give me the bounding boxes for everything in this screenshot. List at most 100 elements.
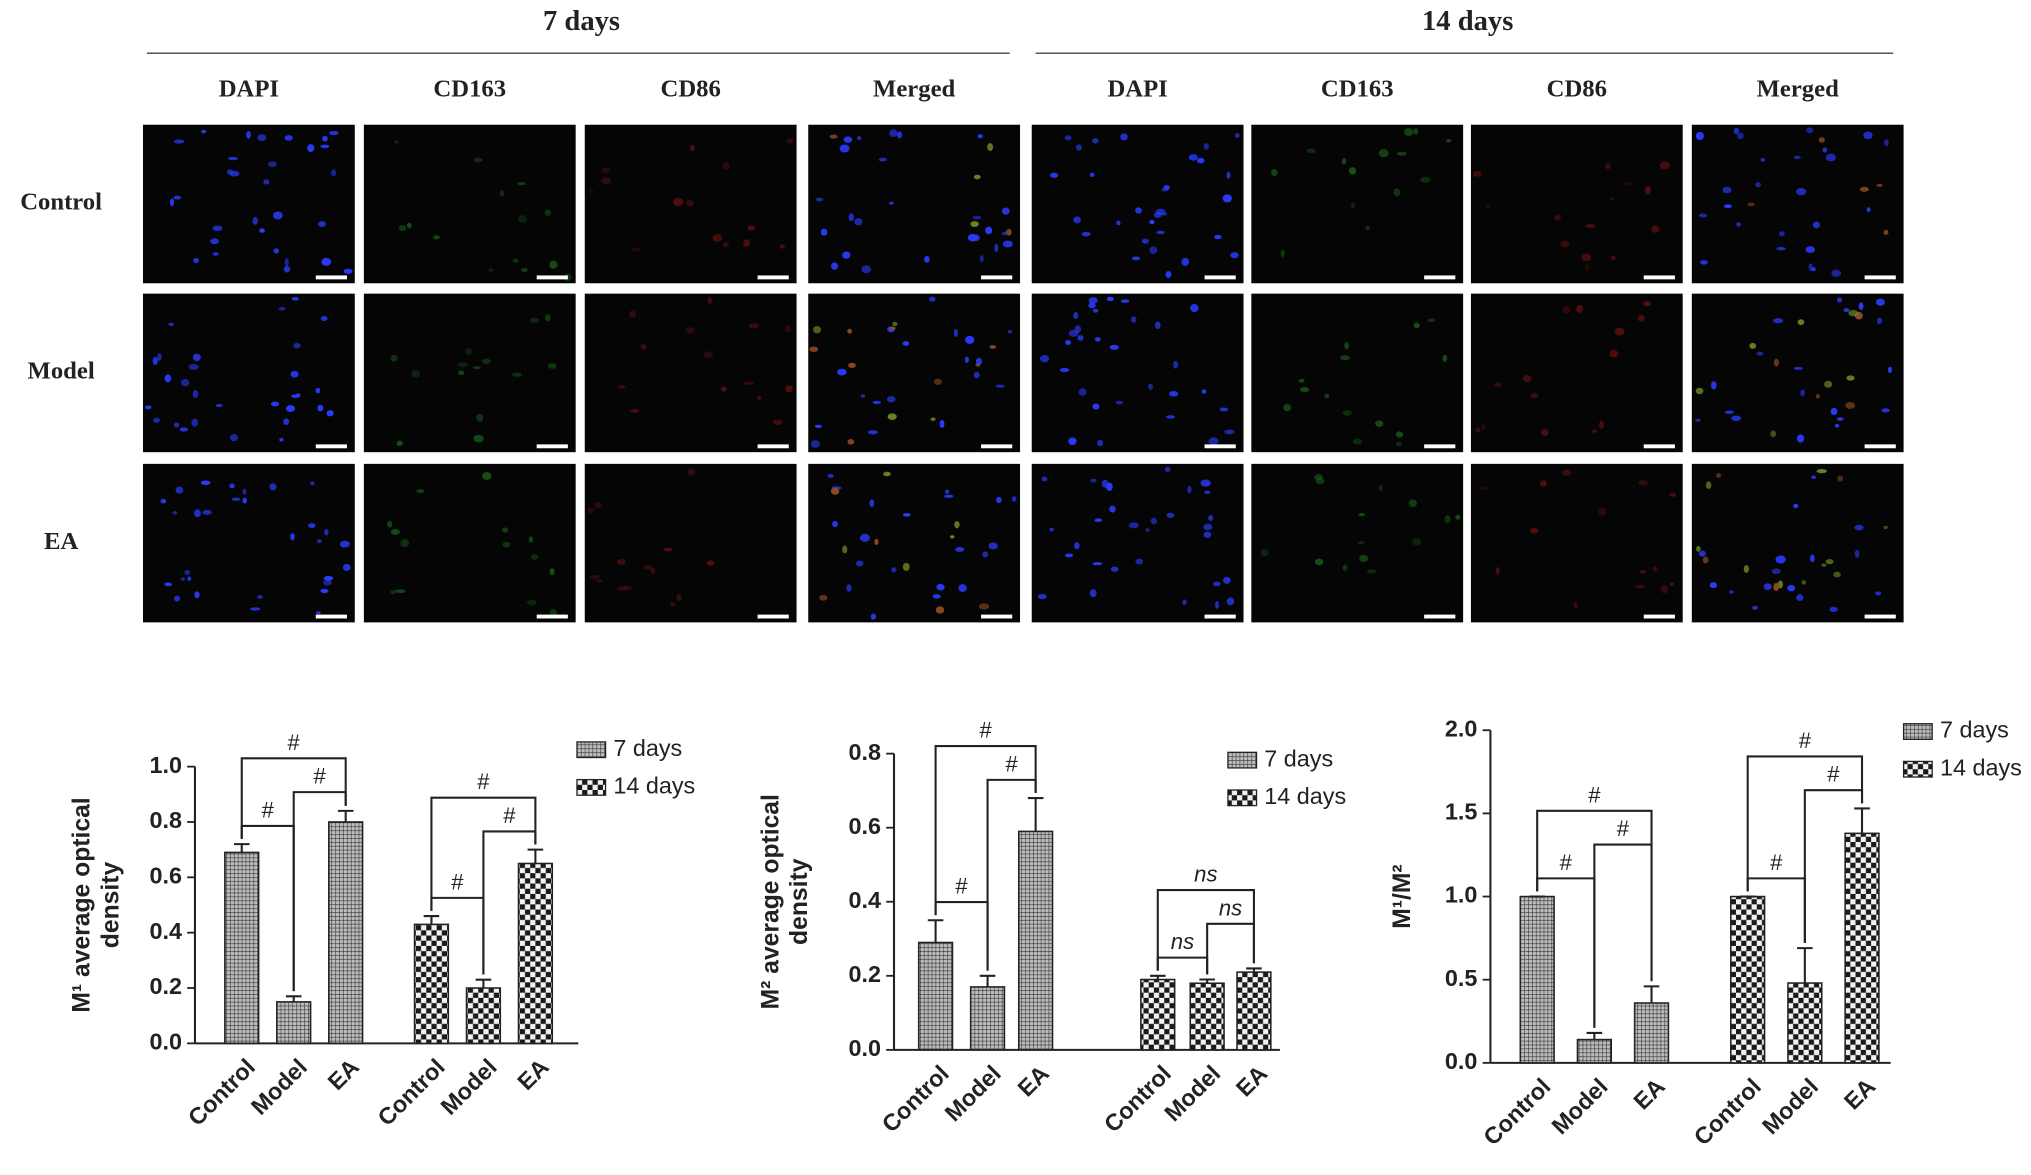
x-tick-label: Control: [373, 1054, 450, 1131]
cell: [867, 430, 878, 435]
x-tick-label: Control: [877, 1060, 954, 1137]
y-tick-label: 0.2: [149, 973, 182, 999]
cell: [530, 554, 539, 560]
error-bar: [1149, 974, 1166, 980]
cell: [1154, 321, 1161, 330]
cell: [229, 483, 235, 489]
cell: [1610, 255, 1616, 261]
cell: [848, 362, 856, 368]
cell: [1669, 492, 1677, 497]
cell: [187, 576, 192, 582]
cell: [1094, 337, 1101, 342]
legend-label: 14 days: [613, 773, 695, 799]
cell: [290, 370, 299, 378]
cell: [978, 603, 990, 610]
micrograph: [142, 124, 355, 284]
cell: [870, 613, 876, 620]
cell: [549, 568, 555, 576]
bar: [465, 987, 502, 1045]
cell: [387, 520, 393, 528]
cell: [1698, 213, 1708, 218]
cell: [322, 135, 328, 142]
cell: [785, 385, 793, 393]
cell: [1561, 469, 1572, 477]
cell: [1106, 482, 1113, 491]
cell: [482, 358, 491, 365]
bar: [1730, 895, 1766, 1064]
column-label: Merged: [873, 76, 955, 103]
cell: [601, 167, 610, 174]
cell: [886, 396, 896, 403]
cell: [1881, 408, 1890, 413]
cell: [1481, 423, 1486, 430]
cell: [1342, 409, 1352, 416]
cell: [1635, 584, 1646, 589]
cell: [1427, 318, 1436, 323]
cell: [164, 582, 172, 587]
cell: [465, 347, 472, 356]
scale-bar: [536, 614, 568, 619]
bar: [276, 1001, 312, 1045]
cell: [663, 547, 673, 552]
cell: [1787, 584, 1796, 592]
x-tick-label: Model: [436, 1054, 502, 1120]
error-bar: [1797, 947, 1813, 984]
cell: [1883, 525, 1888, 530]
cell: [1669, 582, 1674, 586]
cell: [323, 575, 334, 581]
cell: [173, 139, 185, 144]
cell: [972, 234, 980, 242]
cell: [820, 228, 828, 236]
cell: [1153, 211, 1162, 218]
cell: [1089, 589, 1097, 598]
cell: [458, 370, 465, 376]
cell: [1131, 256, 1141, 261]
cell: [1182, 599, 1187, 606]
error-bar: [1199, 978, 1215, 984]
cell: [1743, 565, 1749, 573]
cell: [1541, 428, 1549, 436]
cell: [1359, 554, 1369, 562]
cell: [315, 387, 321, 394]
cell: [1710, 381, 1717, 390]
cell: [1365, 225, 1370, 230]
cell: [1875, 298, 1885, 306]
cell: [1120, 299, 1130, 303]
scale-bar: [757, 444, 789, 449]
cell: [1420, 176, 1431, 183]
column-label: DAPI: [219, 76, 279, 103]
cell: [283, 418, 290, 425]
cell: [1011, 496, 1017, 502]
cell: [1800, 389, 1805, 397]
scale-bar: [1204, 275, 1236, 280]
cell: [689, 144, 696, 152]
bar: [1576, 1038, 1613, 1064]
error-bar: [337, 809, 354, 822]
scale-bar: [1643, 614, 1675, 619]
cell: [1695, 387, 1704, 395]
cell: [902, 513, 911, 517]
cell: [342, 563, 351, 571]
cell: [889, 129, 898, 138]
cell: [1298, 378, 1305, 383]
cell: [1605, 162, 1611, 170]
cell: [1344, 341, 1350, 350]
cell: [1109, 505, 1116, 513]
cell: [1866, 207, 1871, 213]
cell: [1149, 219, 1155, 225]
legend-swatch: [576, 741, 607, 759]
legend-swatch: [1227, 751, 1258, 769]
cell: [1863, 131, 1873, 140]
cell: [316, 611, 321, 615]
y-tick-label: 0.0: [1445, 1048, 1478, 1074]
cell: [1834, 423, 1840, 428]
cell: [601, 177, 611, 185]
cell: [1609, 349, 1619, 358]
cell: [246, 130, 251, 139]
column-label: CD163: [433, 76, 506, 103]
column-label: CD86: [661, 76, 721, 103]
cell: [193, 258, 199, 264]
cell: [1810, 554, 1815, 563]
cell: [200, 480, 211, 486]
y-tick-label: 1.0: [1445, 882, 1478, 908]
